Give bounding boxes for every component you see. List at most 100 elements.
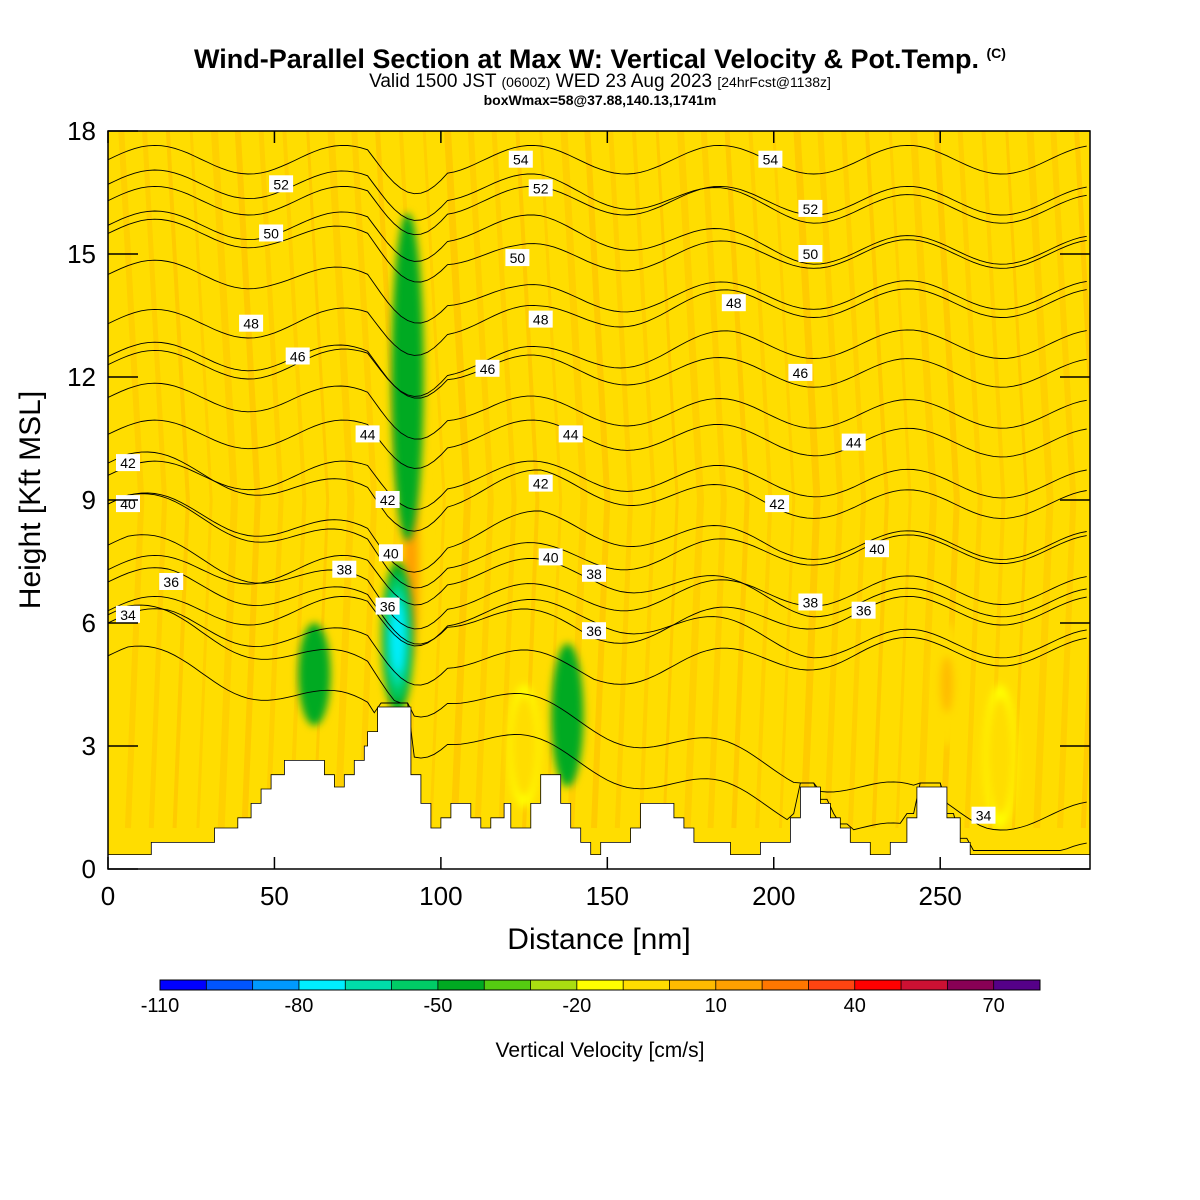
contour-label: 42 xyxy=(375,491,400,508)
velocity-streak xyxy=(258,131,284,829)
theta-contour xyxy=(108,259,1087,324)
velocity-streak xyxy=(608,131,634,829)
contour-label: 52 xyxy=(798,199,823,217)
contour-label: 36 xyxy=(582,622,606,640)
colorbar-swatch xyxy=(391,980,439,990)
updraft-cell-core xyxy=(993,723,1007,790)
contour-label-text: 44 xyxy=(846,435,862,451)
velocity-streak xyxy=(724,131,750,829)
contour-label: 42 xyxy=(765,495,790,513)
theta-contour xyxy=(108,218,1087,283)
velocity-streaks xyxy=(118,131,1090,829)
x-tick-label: 50 xyxy=(260,881,289,911)
contour-label-text: 42 xyxy=(120,455,136,471)
valid-date: WED 23 Aug 2023 xyxy=(555,71,713,92)
colorbar-swatch xyxy=(623,980,670,990)
colorbar-swatch xyxy=(252,980,300,990)
downdraft-cell-core xyxy=(307,650,321,698)
contour-label-box xyxy=(259,224,284,242)
contour-label: 38 xyxy=(332,560,357,578)
theta-contour xyxy=(108,645,1087,851)
theta-contour xyxy=(108,329,1087,397)
theta-contour xyxy=(108,493,1087,589)
colorbar-tick-label: 40 xyxy=(844,995,866,1017)
contour-label-box xyxy=(538,548,563,566)
theta-contour xyxy=(108,567,1087,645)
contour-label-text: 40 xyxy=(120,496,136,512)
contour-label-box xyxy=(239,314,264,332)
contour-label-box xyxy=(159,573,184,590)
contour-label: 54 xyxy=(758,150,783,168)
velocity-streak xyxy=(211,131,238,829)
contour-label: 36 xyxy=(851,601,876,619)
theta-contour xyxy=(108,144,1087,195)
contour-label-box xyxy=(116,605,140,623)
contour-label: 46 xyxy=(475,359,500,377)
x-tick-label: 150 xyxy=(586,881,629,911)
contour-label-box xyxy=(798,199,823,217)
x-tick-label: 200 xyxy=(752,881,795,911)
contour-label-box xyxy=(505,249,530,267)
x-tick-label: 100 xyxy=(419,881,462,911)
velocity-streak xyxy=(351,131,378,829)
contour-label: 36 xyxy=(159,573,184,590)
y-tick-label: 3 xyxy=(82,731,96,761)
contour-label-box xyxy=(378,544,403,562)
contour-label-text: 46 xyxy=(793,365,809,381)
contour-label-box xyxy=(798,593,823,611)
chart-title: Wind-Parallel Section at Max W: Vertical… xyxy=(0,44,1200,75)
colorbar-swatch xyxy=(530,980,578,990)
contour-label: 52 xyxy=(528,179,553,197)
contour-label-box xyxy=(528,179,553,197)
contour-label-text: 46 xyxy=(290,349,306,365)
contour-label-text: 52 xyxy=(273,176,289,192)
velocity-streak xyxy=(817,131,844,829)
contour-label-text: 48 xyxy=(243,316,259,332)
colorbar: -110 -80 -50 -20 10 40 70 xyxy=(141,979,1041,1017)
contour-label-box xyxy=(508,150,533,168)
colorbar-frame xyxy=(159,979,1041,991)
contour-label: 40 xyxy=(116,495,140,513)
contour-label-box xyxy=(375,491,400,508)
velocity-streak xyxy=(841,131,867,829)
colorbar-swatch xyxy=(947,980,995,990)
updraft-cell xyxy=(984,684,1017,828)
y-tick-label: 0 xyxy=(82,854,96,884)
contour-label-text: 50 xyxy=(803,246,819,262)
velocity-streak xyxy=(677,131,705,829)
contour-label-box xyxy=(865,540,889,558)
contour-label: 42 xyxy=(116,454,140,472)
box-info: boxWmax=58@37.88,140.13,1741m xyxy=(483,92,717,108)
x-axis-label: Distance [nm] xyxy=(507,923,690,956)
contour-label-text: 42 xyxy=(769,496,785,512)
colorbar-swatch xyxy=(437,980,485,990)
contour-label: 40 xyxy=(538,548,563,566)
velocity-streak xyxy=(1026,131,1054,829)
potential-temperature-contours xyxy=(108,144,1087,851)
theta-contour xyxy=(108,492,1087,573)
theta-contour xyxy=(108,608,1087,686)
contour-label-box xyxy=(582,564,606,582)
velocity-streak xyxy=(422,131,446,829)
colorbar-swatch xyxy=(345,980,393,990)
theta-contour xyxy=(108,169,1087,224)
contour-label: 34 xyxy=(116,605,140,623)
colorbar-swatch xyxy=(993,980,1041,990)
contour-label-text: 36 xyxy=(163,574,179,590)
contour-label-text: 34 xyxy=(120,607,136,623)
contour-label: 44 xyxy=(558,425,583,443)
contour-label-box xyxy=(528,310,553,328)
colorbar-tick-label: 10 xyxy=(705,995,727,1017)
velocity-streak xyxy=(142,131,168,829)
velocity-streak xyxy=(957,131,983,829)
velocity-streak xyxy=(491,131,517,829)
contour-label-text: 36 xyxy=(586,623,602,639)
copyright-mark: (C) xyxy=(986,45,1006,61)
velocity-streak xyxy=(700,131,727,829)
contour-label: 34 xyxy=(971,806,996,824)
theta-contour xyxy=(108,534,1087,630)
updraft-cell xyxy=(930,623,963,746)
